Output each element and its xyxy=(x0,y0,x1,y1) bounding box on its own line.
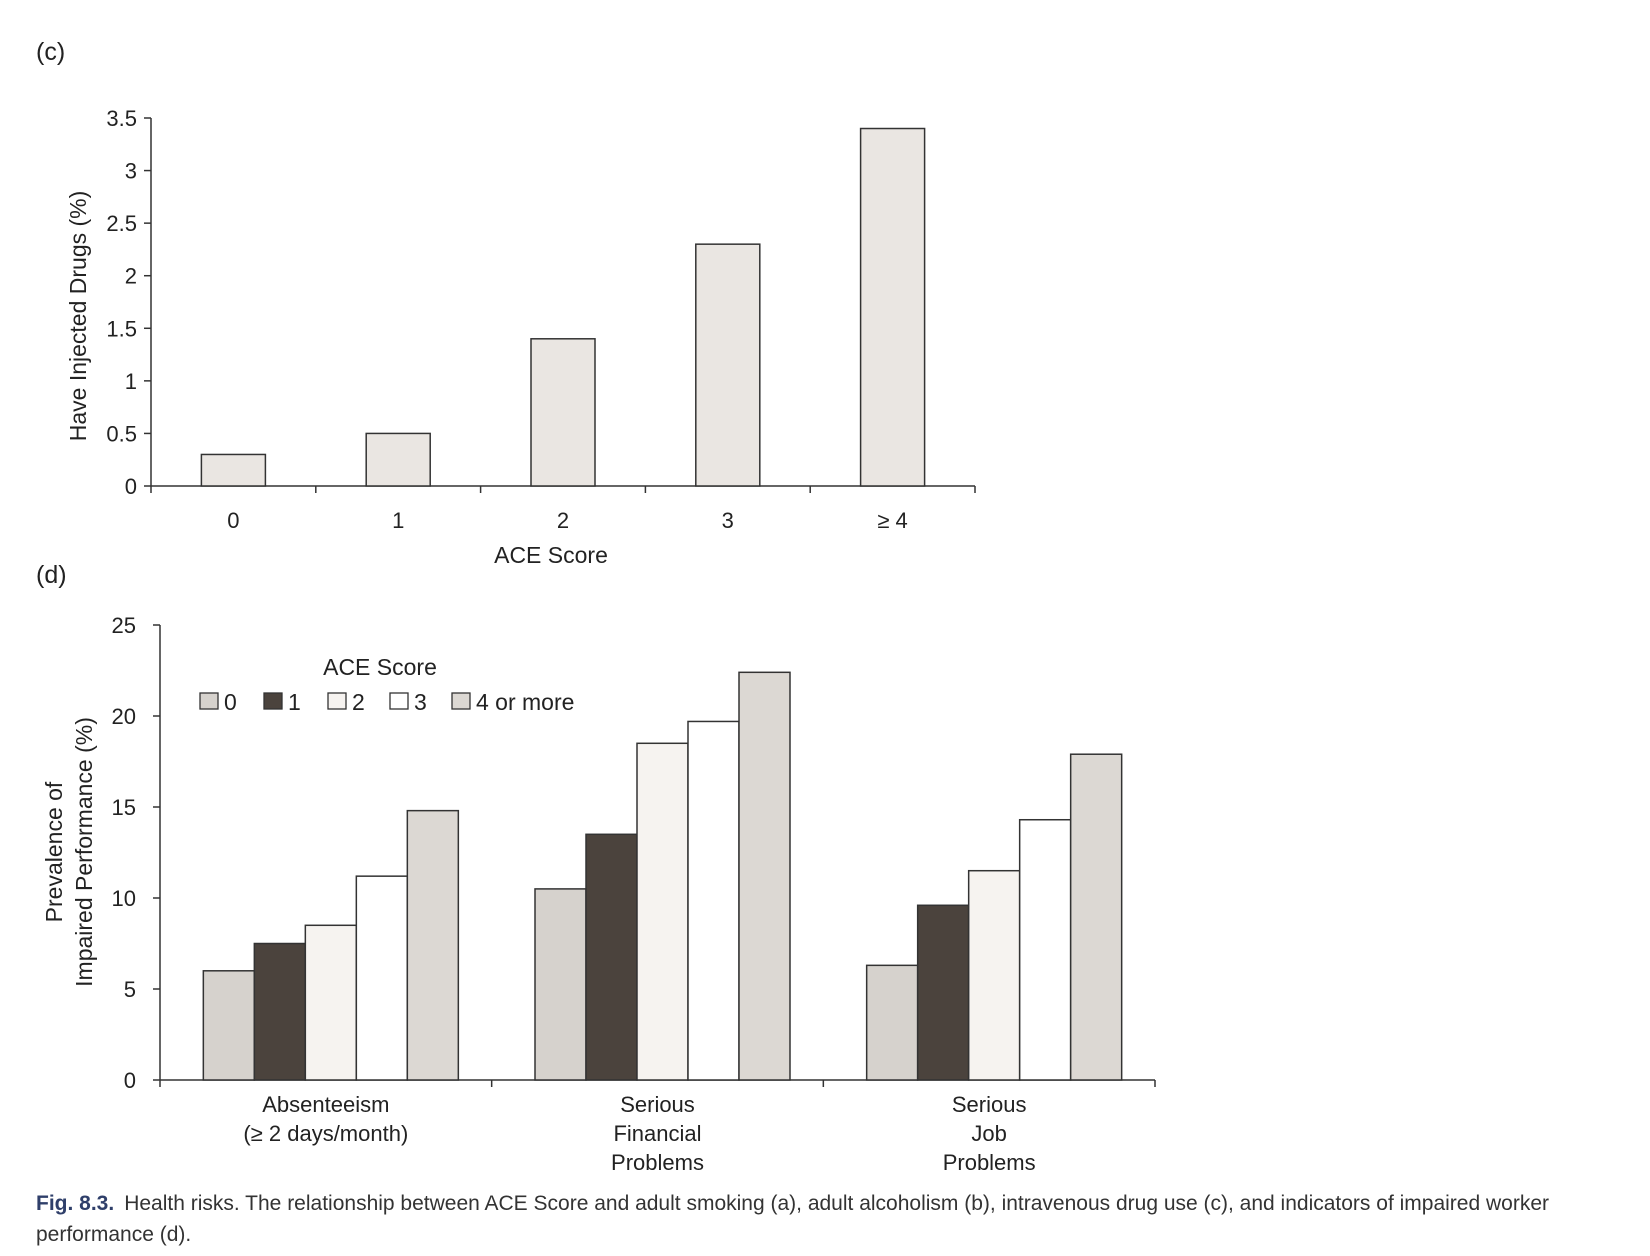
chart-d-y-tick-label: 10 xyxy=(112,886,136,911)
chart-d-bar xyxy=(916,904,970,1081)
chart-c-y-tick-label: 1 xyxy=(125,369,137,394)
chart-d-bar xyxy=(865,964,919,1081)
legend-swatch xyxy=(327,692,347,710)
legend-swatch xyxy=(451,692,471,710)
legend-label: 1 xyxy=(288,689,301,715)
chart-c-y-tick-label: 2 xyxy=(125,264,137,289)
chart-c-bar xyxy=(365,432,431,487)
legend-item-4-or-more: 4 or more xyxy=(451,689,574,715)
chart-d-category-label-line: Serious xyxy=(952,1092,1027,1117)
chart-d-bar xyxy=(406,809,460,1081)
chart-d-bar xyxy=(355,875,409,1081)
legend-item-1: 1 xyxy=(263,689,301,715)
chart-d-y-tick-label: 20 xyxy=(112,704,136,729)
chart-c-y-tick-label: 0 xyxy=(125,474,137,499)
chart-c-y-tick-label: 0.5 xyxy=(106,421,137,446)
chart-c-bar xyxy=(530,338,596,487)
legend-swatch xyxy=(263,692,283,710)
chart-d-y-tick-label: 5 xyxy=(124,977,136,1002)
figure-number: Fig. 8.3. xyxy=(36,1192,115,1215)
chart-d-bar xyxy=(534,888,587,1081)
legend-item-2: 2 xyxy=(327,689,365,715)
chart-d-y-tick-label: 25 xyxy=(112,613,136,638)
chart-d-y-axis-title: Prevalence of Impaired Performance (%) xyxy=(41,717,97,987)
chart-d-category-label-line: Serious xyxy=(620,1092,695,1117)
legend-label: 0 xyxy=(224,689,237,715)
chart-c-bar xyxy=(695,243,761,487)
chart-c-x-tick-label: 2 xyxy=(557,508,569,533)
chart-d-bar xyxy=(636,742,689,1081)
chart-d-bar xyxy=(687,720,740,1081)
chart-d-bar xyxy=(738,671,791,1081)
chart-d-category-label-line: (≥ 2 days/month) xyxy=(243,1121,408,1146)
legend-swatch xyxy=(199,692,219,710)
chart-d-bar xyxy=(202,970,256,1081)
chart-d-category-label-line: Financial xyxy=(613,1121,701,1146)
chart-c-y-tick-label: 3 xyxy=(125,159,137,184)
panel-label-d: (d) xyxy=(36,561,67,589)
legend-item-0: 0 xyxy=(199,689,237,715)
chart-c-y-tick-label: 1.5 xyxy=(106,316,137,341)
chart-d-bar xyxy=(967,869,1021,1081)
chart-d-legend: ACE Score 0 1 2 3 4 or more xyxy=(199,654,574,715)
chart-c-y-tick-labels: 0 0.5 1 1.5 2 2.5 3 3.5 xyxy=(106,106,137,499)
legend-label: 3 xyxy=(414,689,427,715)
chart-c-bars xyxy=(200,127,926,487)
chart-d-category-label: Absenteeism (≥ 2 days/month) xyxy=(243,1092,408,1146)
chart-c-y-tick-label: 3.5 xyxy=(106,106,137,131)
chart-d-category-label-line: Job xyxy=(971,1121,1006,1146)
chart-c-bar xyxy=(200,453,267,487)
chart-d-category-label-line: Problems xyxy=(611,1150,704,1175)
chart-d-y-tick-label: 0 xyxy=(124,1068,136,1093)
chart-c-injected-drugs: (c) 0 0.5 1 1.5 2 2.5 3 3.5 0 1 2 3 ≥ 4 ACE Score H… xyxy=(36,38,976,568)
chart-d-bar xyxy=(304,924,358,1081)
chart-d-bar xyxy=(253,942,307,1081)
chart-d-category-label-line: Absenteeism xyxy=(262,1092,389,1117)
chart-c-x-tick-label: 3 xyxy=(722,508,734,533)
legend-label: 2 xyxy=(352,689,365,715)
chart-c-x-axis-title: ACE Score xyxy=(494,542,608,568)
chart-d-category-labels: Absenteeism (≥ 2 days/month) Serious Financ… xyxy=(243,1092,1035,1175)
legend-title: ACE Score xyxy=(323,654,437,680)
chart-d-bar xyxy=(585,833,638,1081)
chart-c-x-tick-labels: 0 1 2 3 ≥ 4 xyxy=(227,508,908,533)
chart-d-y-axis-title-line: Prevalence of xyxy=(41,781,67,922)
panel-label-c: (c) xyxy=(36,38,65,66)
chart-d-bar xyxy=(1069,753,1123,1081)
chart-c-x-tick-label: ≥ 4 xyxy=(877,508,907,533)
chart-d-category-label: Serious Job Problems xyxy=(943,1092,1036,1175)
chart-d-y-tick-labels: 0 5 10 15 20 25 xyxy=(112,613,136,1093)
chart-d-bar xyxy=(1018,818,1072,1081)
legend-item-3: 3 xyxy=(389,689,427,715)
legend-swatch xyxy=(389,692,409,710)
chart-d-y-tick-label: 15 xyxy=(112,795,136,820)
chart-d-category-label: Serious Financial Problems xyxy=(611,1092,704,1175)
legend-label: 4 or more xyxy=(476,689,574,715)
chart-d-bars xyxy=(202,671,1123,1081)
caption-text: Health risks. The relationship between A… xyxy=(36,1192,1549,1246)
figure-caption: Fig. 8.3. Health risks. The relationship … xyxy=(36,1188,1636,1250)
chart-c-y-axis-title: Have Injected Drugs (%) xyxy=(65,191,91,442)
chart-c-bar xyxy=(859,127,926,487)
chart-c-y-tick-label: 2.5 xyxy=(106,211,137,236)
chart-c-x-tick-label: 0 xyxy=(227,508,239,533)
chart-d-category-label-line: Problems xyxy=(943,1150,1036,1175)
chart-c-x-tick-label: 1 xyxy=(392,508,404,533)
chart-d-y-axis-title-line: Impaired Performance (%) xyxy=(71,717,97,987)
